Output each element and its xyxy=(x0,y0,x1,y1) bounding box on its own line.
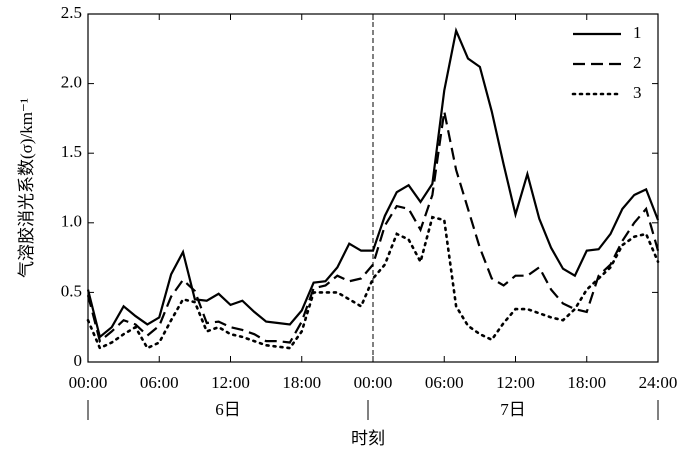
day-label: 6日 xyxy=(215,400,241,419)
y-axis-label: 气溶胶消光系数(σ)/km⁻¹ xyxy=(17,98,36,278)
day-label: 7日 xyxy=(500,400,526,419)
x-tick-label: 00:00 xyxy=(69,373,108,392)
y-tick-label: 2.0 xyxy=(61,73,82,92)
x-tick-label: 06:00 xyxy=(425,373,464,392)
series-line xyxy=(86,215,660,350)
x-tick-label: 00:00 xyxy=(354,373,393,392)
y-tick-label: 1.5 xyxy=(61,142,82,161)
x-tick-label: 12:00 xyxy=(211,373,250,392)
x-axis-label: 时刻 xyxy=(351,429,385,448)
legend-label: 3 xyxy=(633,83,642,102)
x-tick-label: 12:00 xyxy=(496,373,535,392)
y-tick-label: 1.0 xyxy=(61,212,82,231)
series-line xyxy=(86,26,660,339)
x-tick-label: 18:00 xyxy=(567,373,606,392)
y-tick-label: 0.5 xyxy=(61,281,82,300)
x-tick-label: 24:00 xyxy=(639,373,678,392)
series-line xyxy=(86,111,660,344)
y-tick-label: 0 xyxy=(74,351,83,370)
legend-label: 2 xyxy=(633,53,642,72)
legend-label: 1 xyxy=(633,23,642,42)
x-tick-label: 18:00 xyxy=(282,373,321,392)
x-tick-label: 06:00 xyxy=(140,373,179,392)
y-tick-label: 2.5 xyxy=(61,3,82,22)
